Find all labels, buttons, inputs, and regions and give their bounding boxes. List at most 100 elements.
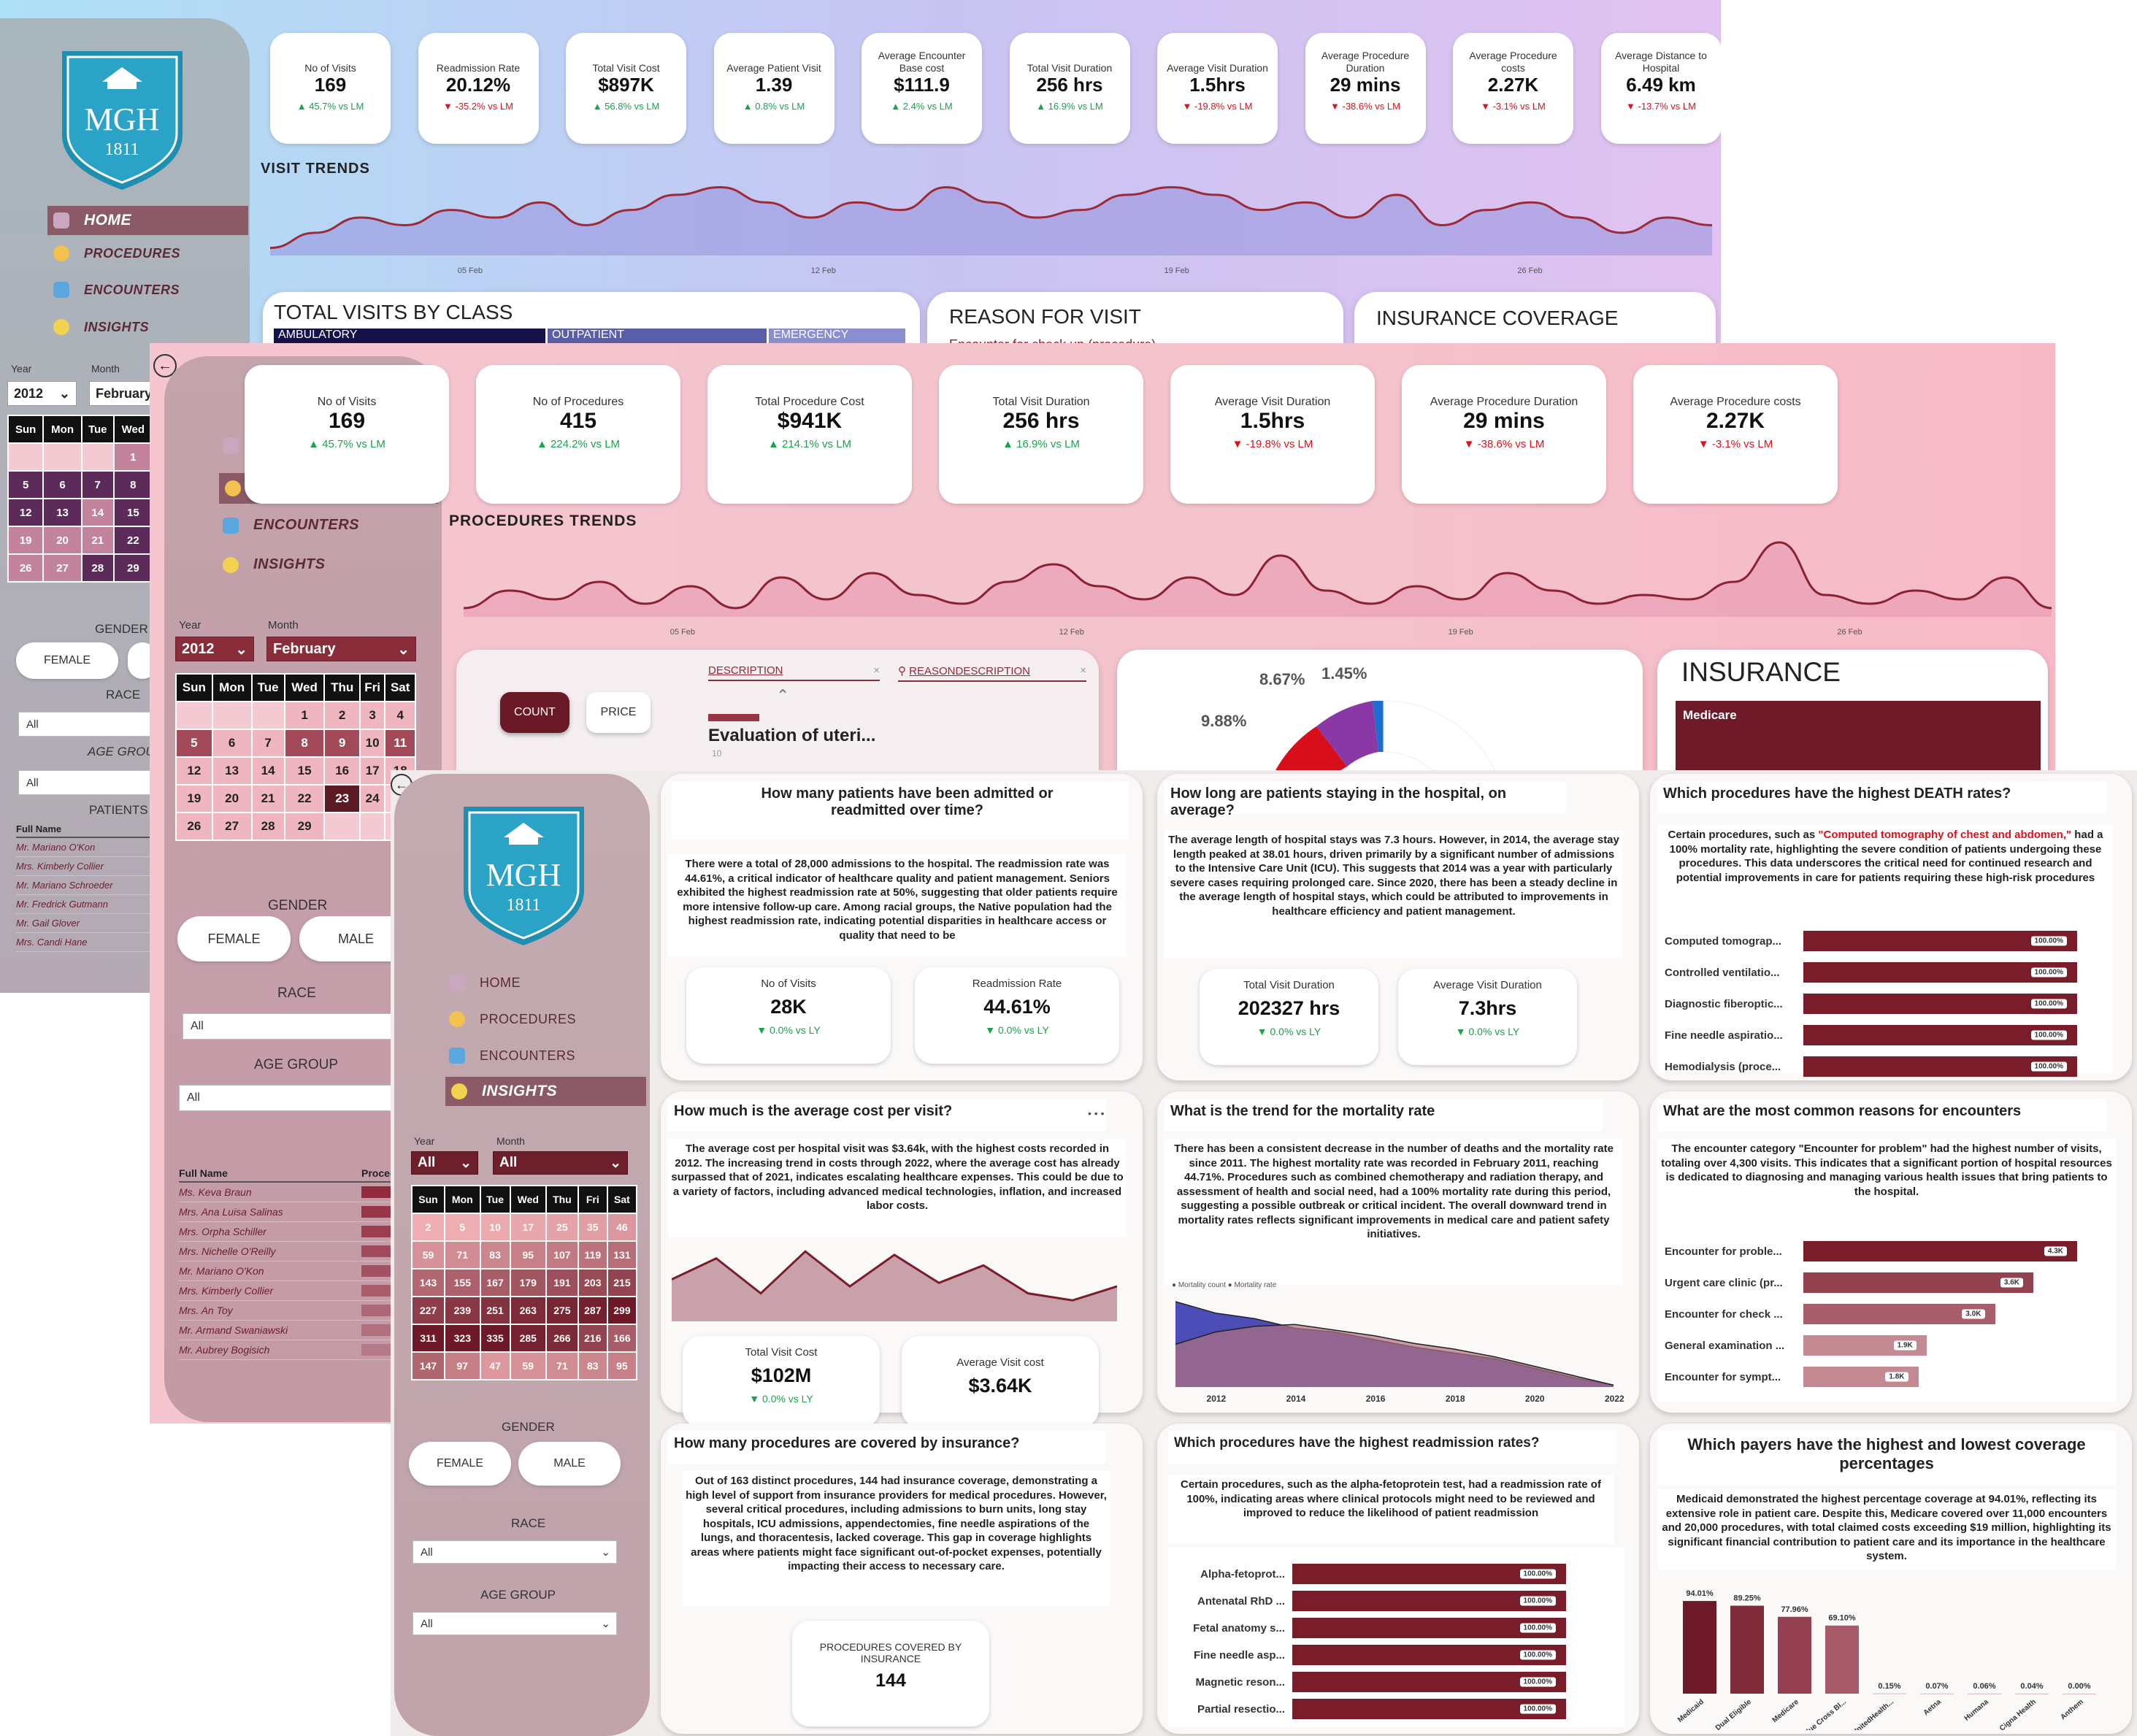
calendar-day[interactable]: 15 — [283, 756, 326, 786]
donut-slice-blue[interactable] — [1373, 700, 1384, 752]
patient-row[interactable]: Mr. Mariano Schroeder — [16, 876, 155, 895]
female-button[interactable]: FEMALE — [177, 916, 291, 961]
patient-row[interactable]: Mrs. Candi Hane — [16, 933, 155, 952]
calendar-day[interactable]: 285 — [509, 1324, 548, 1353]
calendar-day[interactable]: 239 — [443, 1296, 481, 1325]
patient-row[interactable]: Mrs. Orpha Schiller — [179, 1222, 420, 1242]
calendar[interactable]: Sun Mon Tue Wed Thu Fri Sat 1 2 3 4 5 6 7 8 9 10 11 12 13 14… — [175, 673, 416, 841]
calendar[interactable]: Sun Mon Tue Wed 1 5 6 7 8 12 13 14 15 19 20 21 22 26 27 28 2… — [7, 415, 154, 583]
price-button[interactable]: PRICE — [586, 692, 651, 733]
patient-row[interactable]: Mrs. Kimberly Collier — [179, 1281, 420, 1301]
calendar-day[interactable]: 335 — [479, 1324, 511, 1353]
nav-insights[interactable]: INSIGHTS — [47, 319, 149, 335]
bar-row[interactable]: Fine needle asp... 100.00% — [1175, 1645, 1573, 1665]
female-button[interactable]: FEMALE — [409, 1442, 511, 1486]
calendar-day[interactable]: 166 — [606, 1324, 638, 1353]
race-select[interactable]: All ⌄ — [413, 1540, 617, 1564]
calendar-day[interactable]: 83 — [479, 1240, 511, 1270]
calendar-day[interactable] — [323, 812, 361, 841]
bar-row[interactable]: General examination ... 1.9K — [1665, 1335, 2084, 1356]
calendar-day[interactable]: 3 — [358, 701, 386, 730]
calendar-day[interactable]: 107 — [545, 1240, 579, 1270]
patient-row[interactable]: Mrs. Nichelle O'Reilly — [179, 1242, 420, 1261]
patient-row[interactable]: Mr. Fredrick Gutmann — [16, 895, 155, 914]
bar-row[interactable]: Magnetic reson... 100.00% — [1175, 1672, 1573, 1692]
bar-row[interactable]: Encounter for check ... 3.0K — [1665, 1304, 2084, 1324]
male-button[interactable]: MALE — [518, 1442, 621, 1486]
calendar-day[interactable]: 95 — [606, 1351, 638, 1380]
calendar-day[interactable] — [250, 701, 285, 730]
payer-bar[interactable] — [1683, 1601, 1716, 1694]
age-select[interactable]: All — [18, 770, 157, 795]
calendar-day[interactable]: 10 — [479, 1213, 511, 1242]
nav-insights[interactable]: INSIGHTS — [445, 1077, 646, 1106]
female-button[interactable]: FEMALE — [16, 642, 118, 679]
more-options-icon[interactable]: • • • — [1088, 1107, 1105, 1119]
bar-row[interactable]: Fetal anatomy s... 100.00% — [1175, 1618, 1573, 1638]
bar[interactable]: 3.6K — [1803, 1272, 2033, 1293]
calendar-day[interactable]: 131 — [606, 1240, 638, 1270]
bar[interactable]: 100.00% — [1292, 1672, 1566, 1692]
patient-row[interactable]: Mr. Aubrey Bogisich — [179, 1340, 420, 1360]
calendar-day[interactable]: 13 — [42, 498, 83, 527]
calendar-day[interactable]: 266 — [545, 1324, 579, 1353]
calendar-day[interactable]: 167 — [479, 1268, 511, 1297]
calendar-day[interactable]: 11 — [384, 729, 416, 758]
calendar-day[interactable]: 20 — [211, 784, 253, 813]
calendar-day[interactable]: 29 — [283, 812, 326, 841]
bar[interactable]: 100.00% — [1292, 1699, 1566, 1719]
bar[interactable]: 100.00% — [1292, 1564, 1566, 1584]
calendar-day[interactable]: 71 — [443, 1240, 481, 1270]
calendar-day[interactable]: 97 — [443, 1351, 481, 1380]
calendar-day[interactable] — [80, 442, 115, 472]
calendar-day[interactable]: 9 — [323, 729, 361, 758]
patient-row[interactable]: Mr. Armand Swaniawski — [179, 1321, 420, 1340]
calendar-day[interactable]: 2 — [411, 1213, 445, 1242]
donut-slice-purple[interactable] — [1316, 701, 1378, 767]
calendar-day[interactable]: 35 — [577, 1213, 608, 1242]
nav-procedures[interactable]: PROCEDURES — [47, 245, 180, 261]
chevron-up-icon[interactable]: ⌃ — [776, 686, 790, 704]
calendar-day[interactable] — [211, 701, 253, 730]
calendar-day[interactable]: 25 — [545, 1213, 579, 1242]
calendar-day[interactable] — [7, 442, 45, 472]
patient-row[interactable]: Mrs. Kimberly Collier — [16, 857, 155, 876]
patient-row[interactable]: Mr. Mariano O'Kon — [179, 1261, 420, 1281]
year-select[interactable]: All ⌄ — [411, 1151, 478, 1175]
calendar-day[interactable]: 14 — [250, 756, 285, 786]
calendar-day[interactable]: 287 — [577, 1296, 608, 1325]
calendar-day[interactable]: 8 — [283, 729, 326, 758]
calendar-day[interactable]: 14 — [80, 498, 115, 527]
calendar-day[interactable]: 7 — [250, 729, 285, 758]
nav-procedures[interactable]: PROCEDURES — [449, 1011, 576, 1027]
calendar-day[interactable]: 23 — [323, 784, 361, 813]
calendar-day[interactable]: 311 — [411, 1324, 445, 1353]
calendar-day[interactable]: 19 — [7, 526, 45, 555]
back-arrow-icon[interactable]: ← — [153, 354, 177, 377]
calendar-day[interactable]: 275 — [545, 1296, 579, 1325]
bar-row[interactable]: Controlled ventilatio... 100.00% — [1665, 962, 2084, 983]
bar-row[interactable]: Diagnostic fiberoptic... 100.00% — [1665, 994, 2084, 1014]
bar[interactable]: 100.00% — [1292, 1618, 1566, 1638]
calendar-day[interactable]: 19 — [175, 784, 213, 813]
calendar-day[interactable]: 20 — [42, 526, 83, 555]
calendar-day[interactable]: 179 — [509, 1268, 548, 1297]
bar[interactable]: 1.8K — [1803, 1367, 1919, 1387]
calendar-day[interactable]: 28 — [250, 812, 285, 841]
bar-row[interactable]: Fine needle aspiratio... 100.00% — [1665, 1025, 2084, 1045]
calendar-day[interactable]: 10 — [358, 729, 386, 758]
calendar-day[interactable]: 5 — [443, 1213, 481, 1242]
count-button[interactable]: COUNT — [500, 692, 569, 733]
race-select[interactable]: All — [18, 712, 157, 737]
nav-home[interactable]: HOME — [47, 206, 248, 235]
calendar-day[interactable]: 155 — [443, 1268, 481, 1297]
payer-bar[interactable] — [1778, 1616, 1811, 1694]
bar[interactable]: 100.00% — [1803, 962, 2077, 983]
calendar-day[interactable]: 323 — [443, 1324, 481, 1353]
calendar-day[interactable]: 13 — [211, 756, 253, 786]
calendar-day[interactable]: 6 — [211, 729, 253, 758]
payer-bar[interactable] — [1825, 1625, 1859, 1694]
calendar-day[interactable]: 22 — [112, 526, 154, 555]
calendar-day[interactable] — [175, 701, 213, 730]
calendar-day[interactable]: 47 — [479, 1351, 511, 1380]
